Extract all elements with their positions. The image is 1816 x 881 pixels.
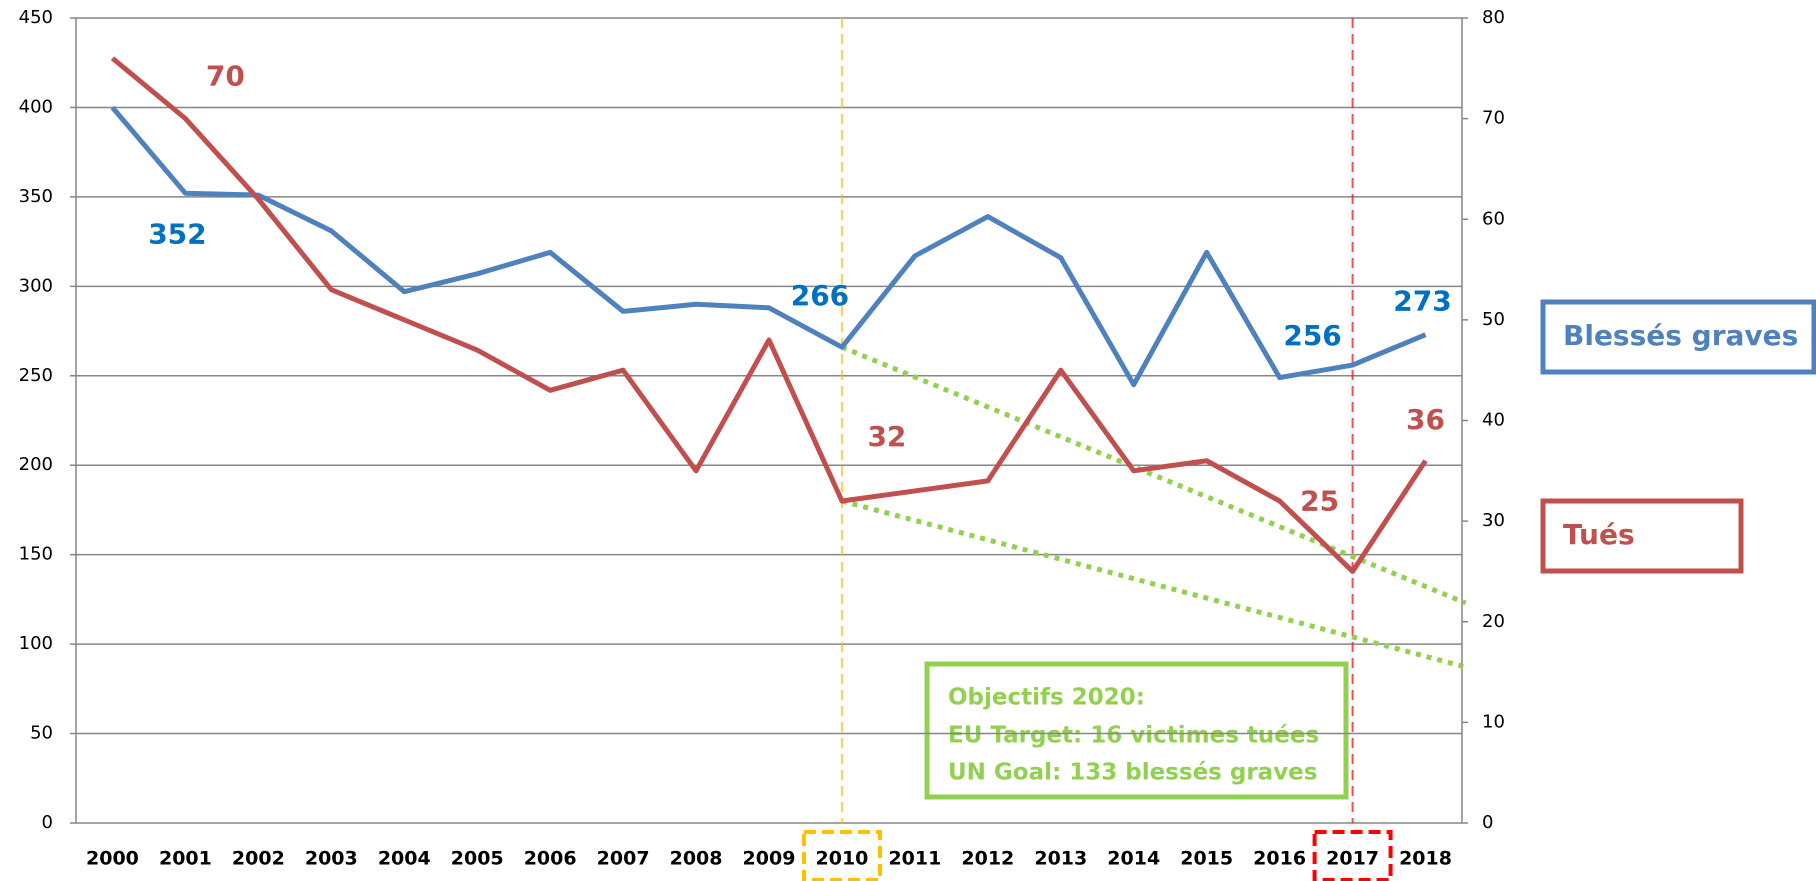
x-tick-label: 2011 — [888, 848, 941, 870]
y2-tick-label: 80 — [1482, 7, 1505, 28]
x-tick-label: 2001 — [159, 848, 212, 870]
y2-tick-label: 30 — [1482, 510, 1505, 531]
x-tick-label: 2010 — [816, 848, 869, 870]
x-tick-label: 2009 — [743, 848, 796, 870]
x-tick-label: 2017 — [1326, 848, 1379, 870]
y2-tick-label: 0 — [1482, 812, 1493, 833]
y2-tick-label: 40 — [1482, 410, 1505, 431]
data-label: 25 — [1300, 484, 1339, 517]
x-tick-label: 2015 — [1180, 848, 1233, 870]
data-label: 273 — [1393, 285, 1451, 318]
x-tick-label: 2005 — [451, 848, 504, 870]
legend-box — [1540, 299, 1816, 375]
x-tick-label: 2007 — [597, 848, 650, 870]
data-label: 256 — [1283, 319, 1341, 352]
y-tick-label: 400 — [19, 96, 53, 117]
x-tick-label: 2016 — [1253, 848, 1306, 870]
highlight-box — [801, 830, 882, 881]
x-tick-label: 2002 — [232, 848, 285, 870]
y2-tick-label: 70 — [1482, 108, 1505, 129]
series-line — [110, 105, 1427, 388]
trend-line — [841, 498, 1467, 670]
y-tick-label: 0 — [42, 812, 53, 833]
x-tick-label: 2013 — [1034, 848, 1087, 870]
y-tick-label: 100 — [19, 633, 53, 654]
x-tick-label: 2006 — [524, 848, 577, 870]
y-tick-label: 300 — [19, 275, 53, 296]
series-line — [110, 56, 1428, 574]
highlight-box — [1312, 830, 1393, 881]
annotation-line: EU Target: 16 victimes tuées — [948, 723, 1319, 749]
annotation-box — [924, 661, 1349, 800]
y-tick-label: 450 — [19, 7, 53, 28]
data-label: 70 — [206, 60, 245, 93]
x-tick-label: 2008 — [670, 848, 723, 870]
x-tick-label: 2014 — [1107, 848, 1160, 870]
y2-tick-label: 50 — [1482, 309, 1505, 330]
trend-line — [840, 344, 1467, 606]
x-tick-label: 2003 — [305, 848, 358, 870]
y-tick-label: 200 — [19, 454, 53, 475]
x-tick-label: 2018 — [1399, 848, 1452, 870]
y-tick-label: 50 — [30, 723, 53, 744]
y-tick-label: 250 — [19, 365, 53, 386]
y-tick-label: 350 — [19, 186, 53, 207]
data-label: 36 — [1406, 403, 1445, 436]
y2-tick-label: 60 — [1482, 208, 1505, 229]
legend-box — [1540, 498, 1744, 574]
x-tick-label: 2012 — [961, 848, 1014, 870]
y2-tick-label: 10 — [1482, 711, 1505, 732]
data-label: 266 — [791, 279, 849, 312]
x-tick-label: 2000 — [86, 848, 139, 870]
legend-label: Tués — [1563, 518, 1635, 551]
data-label: 32 — [867, 420, 906, 453]
legend-label: Blessés graves — [1563, 319, 1798, 352]
y2-tick-label: 20 — [1482, 611, 1505, 632]
x-tick-label: 2004 — [378, 848, 431, 870]
y-tick-label: 150 — [19, 544, 53, 565]
annotation-line: UN Goal: 133 blessés graves — [948, 760, 1317, 786]
annotation-line: Objectifs 2020: — [948, 685, 1145, 711]
data-label: 352 — [148, 217, 206, 250]
